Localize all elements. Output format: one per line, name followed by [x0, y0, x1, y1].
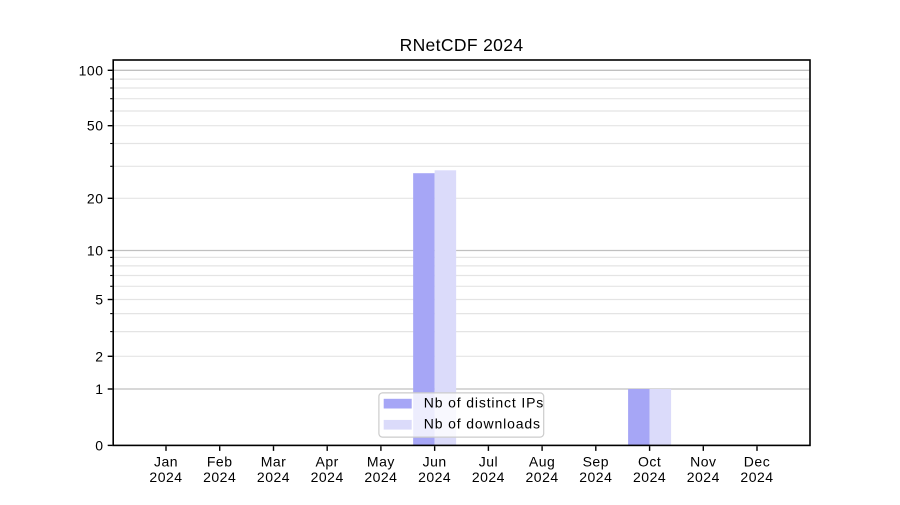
svg-text:Jun: Jun [423, 454, 447, 470]
svg-text:Feb: Feb [207, 454, 233, 470]
svg-text:2024: 2024 [687, 469, 720, 485]
svg-text:2024: 2024 [418, 469, 451, 485]
svg-text:Oct: Oct [638, 454, 661, 470]
svg-text:Nb of downloads: Nb of downloads [424, 416, 541, 432]
svg-text:2024: 2024 [257, 469, 290, 485]
svg-text:Nb of distinct IPs: Nb of distinct IPs [424, 395, 544, 411]
svg-text:2024: 2024 [364, 469, 397, 485]
svg-text:2024: 2024 [203, 469, 236, 485]
svg-text:2024: 2024 [740, 469, 773, 485]
svg-text:Apr: Apr [316, 454, 339, 470]
svg-text:Mar: Mar [261, 454, 287, 470]
svg-text:0: 0 [95, 437, 103, 453]
svg-text:10: 10 [87, 243, 104, 259]
svg-text:2024: 2024 [149, 469, 182, 485]
svg-text:RNetCDF 2024: RNetCDF 2024 [400, 35, 524, 55]
svg-text:Nov: Nov [690, 454, 716, 470]
svg-text:2: 2 [95, 348, 103, 364]
svg-text:Jan: Jan [154, 454, 178, 470]
svg-text:1: 1 [95, 381, 103, 397]
svg-text:100: 100 [79, 62, 104, 78]
svg-text:50: 50 [87, 118, 104, 134]
svg-text:Dec: Dec [744, 454, 770, 470]
svg-text:2024: 2024 [472, 469, 505, 485]
svg-text:May: May [367, 454, 395, 470]
svg-text:Jul: Jul [479, 454, 498, 470]
svg-text:2024: 2024 [311, 469, 344, 485]
svg-text:2024: 2024 [633, 469, 666, 485]
svg-text:2024: 2024 [579, 469, 612, 485]
svg-text:2024: 2024 [526, 469, 559, 485]
svg-text:5: 5 [95, 292, 103, 308]
svg-text:Aug: Aug [529, 454, 555, 470]
svg-text:Sep: Sep [583, 454, 609, 470]
svg-text:20: 20 [87, 190, 104, 206]
